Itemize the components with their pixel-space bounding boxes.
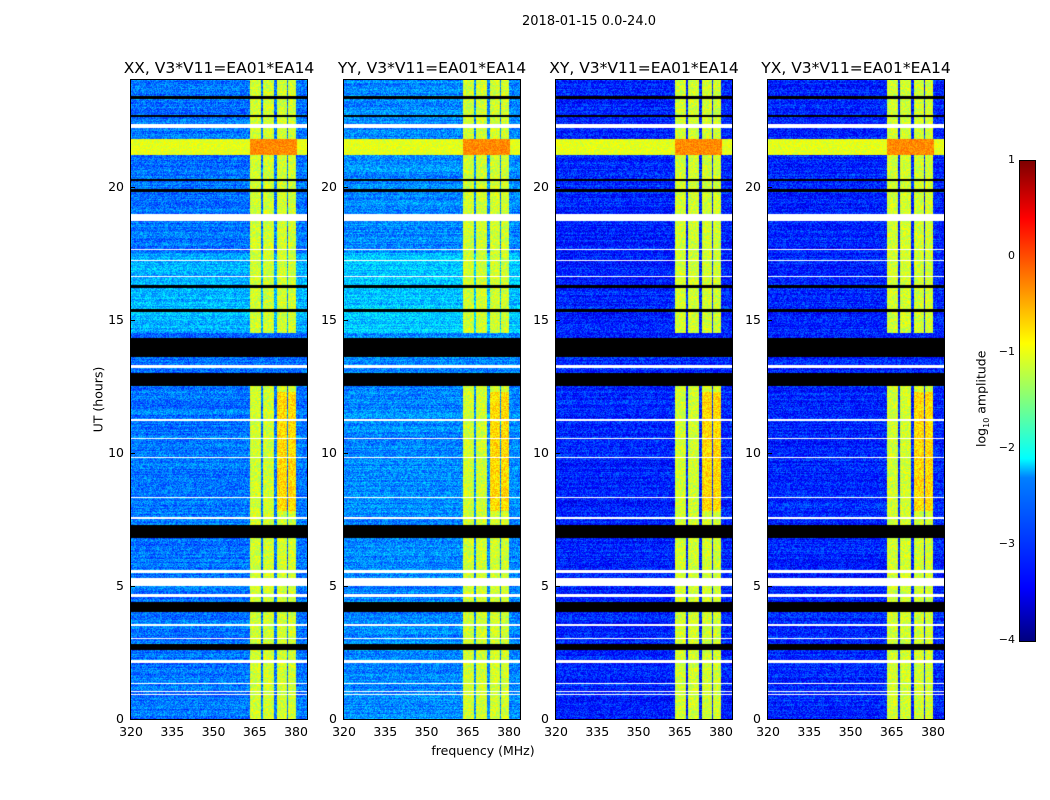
x-tick-label: 380 <box>709 724 733 739</box>
colorbar-tick-label: 0 <box>1008 249 1015 262</box>
y-tick-label: 0 <box>541 711 549 726</box>
y-tick-mark <box>344 452 348 454</box>
x-tick-label: 335 <box>797 724 822 739</box>
heatmap-image <box>556 80 732 719</box>
x-tick-label: 350 <box>414 724 439 739</box>
y-tick-mark <box>131 319 135 321</box>
y-tick-mark <box>344 319 348 321</box>
y-tick-mark <box>556 719 560 720</box>
y-tick-label: 5 <box>116 577 124 593</box>
x-tick-label: 320 <box>332 724 356 739</box>
panel-title: XX, V3*V11=EA01*EA14 <box>123 59 315 77</box>
y-tick-label: 5 <box>753 577 761 593</box>
heatmap-image <box>344 80 520 719</box>
colorbar-label-log: log <box>973 427 989 447</box>
x-tick-label: 335 <box>373 724 398 739</box>
y-tick-label: 15 <box>108 311 124 327</box>
y-tick-mark <box>131 585 135 587</box>
y-tick-mark <box>556 186 560 188</box>
y-tick-label: 20 <box>321 178 337 194</box>
x-tick-label: 380 <box>921 724 945 739</box>
y-tick-label: 15 <box>321 311 337 327</box>
y-tick-label: 10 <box>745 444 761 460</box>
y-tick-mark <box>344 585 348 587</box>
x-tick-label: 365 <box>242 724 267 739</box>
panel-title: YY, V3*V11=EA01*EA14 <box>337 59 527 77</box>
x-axis-label: frequency (MHz) <box>431 743 535 758</box>
waterfall-panel <box>555 79 733 720</box>
y-tick-label: 20 <box>108 178 124 194</box>
y-tick-label: 20 <box>533 178 549 194</box>
colorbar-label-text: amplitude <box>973 350 989 418</box>
x-tick-label: 335 <box>585 724 610 739</box>
panel-title: XY, V3*V11=EA01*EA14 <box>549 59 739 77</box>
x-tick-label: 320 <box>756 724 780 739</box>
y-tick-label: 15 <box>745 311 761 327</box>
x-tick-label: 320 <box>119 724 143 739</box>
y-tick-mark <box>768 585 772 587</box>
colorbar <box>1019 160 1036 642</box>
y-tick-mark <box>556 585 560 587</box>
x-tick-label: 320 <box>544 724 568 739</box>
y-tick-label: 15 <box>533 311 549 327</box>
colorbar-tick-label: −2 <box>998 441 1015 454</box>
y-tick-mark <box>131 452 135 454</box>
y-tick-mark <box>556 319 560 321</box>
y-tick-label: 5 <box>541 577 549 593</box>
panel-title: YX, V3*V11=EA01*EA14 <box>761 59 951 77</box>
x-tick-label: 365 <box>879 724 904 739</box>
colorbar-label: log10 amplitude <box>973 339 991 459</box>
y-tick-label: 10 <box>533 444 549 460</box>
x-tick-label: 365 <box>667 724 692 739</box>
y-tick-label: 10 <box>321 444 337 460</box>
colorbar-tick-label: −1 <box>998 345 1015 358</box>
y-tick-mark <box>556 452 560 454</box>
y-tick-mark <box>131 186 135 188</box>
x-tick-label: 350 <box>838 724 863 739</box>
y-tick-label: 5 <box>329 577 337 593</box>
heatmap-image <box>131 80 307 719</box>
x-tick-label: 365 <box>455 724 480 739</box>
x-tick-label: 350 <box>201 724 226 739</box>
waterfall-panel <box>767 79 945 720</box>
y-tick-label: 0 <box>116 711 124 726</box>
x-tick-label: 380 <box>284 724 308 739</box>
y-tick-mark <box>131 719 135 720</box>
y-tick-mark <box>768 186 772 188</box>
waterfall-panel <box>130 79 308 720</box>
y-tick-label: 10 <box>108 444 124 460</box>
y-tick-label: 0 <box>753 711 761 726</box>
heatmap-image <box>768 80 944 719</box>
y-tick-mark <box>344 719 348 720</box>
x-tick-label: 335 <box>160 724 185 739</box>
figure-title: 2018-01-15 0.0-24.0 <box>522 14 656 29</box>
y-tick-label: 0 <box>329 711 337 726</box>
x-tick-label: 380 <box>497 724 521 739</box>
x-tick-label: 350 <box>626 724 651 739</box>
y-tick-mark <box>768 719 772 720</box>
y-tick-label: 20 <box>745 178 761 194</box>
colorbar-label-sub: 10 <box>981 417 991 428</box>
y-axis-label: UT (hours) <box>90 366 106 433</box>
y-tick-mark <box>768 452 772 454</box>
colorbar-tick-label: −3 <box>998 537 1015 550</box>
colorbar-tick-label: 1 <box>1008 153 1015 166</box>
waterfall-panel <box>343 79 521 720</box>
colorbar-tick-label: −4 <box>998 633 1015 646</box>
y-tick-mark <box>344 186 348 188</box>
y-tick-mark <box>768 319 772 321</box>
